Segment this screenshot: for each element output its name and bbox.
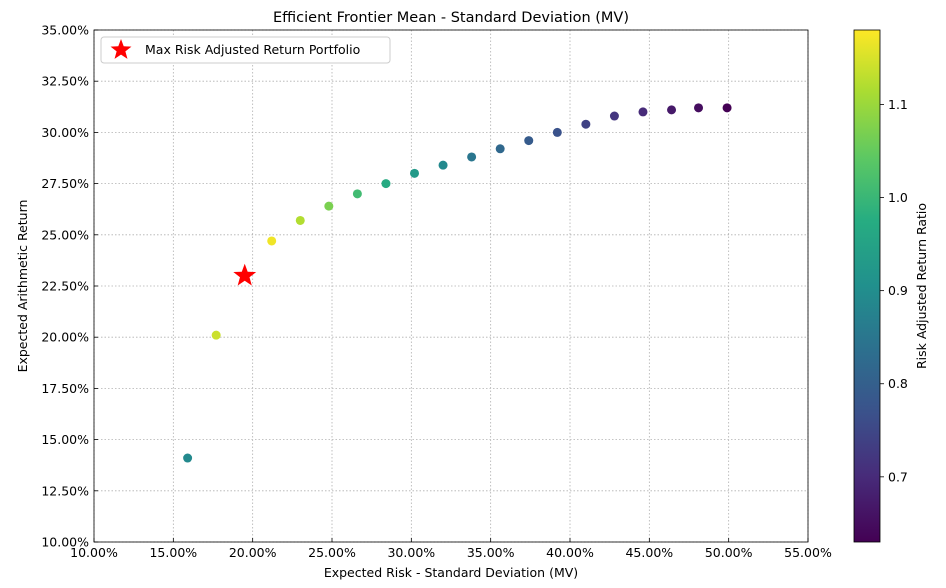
frontier-point xyxy=(438,160,448,170)
x-tick-label: 20.00% xyxy=(229,545,277,560)
frontier-point xyxy=(410,168,420,178)
colorbar-tick-label: 1.1 xyxy=(888,97,908,112)
colorbar-label: Risk Adjusted Return Ratio xyxy=(914,203,929,369)
x-tick-label: 50.00% xyxy=(705,545,753,560)
x-axis-label: Expected Risk - Standard Deviation (MV) xyxy=(324,565,578,580)
data-points xyxy=(183,103,732,463)
x-axis-ticks: 10.00% 15.00% 20.00% 25.00% 30.00% 35.00% 40.0… xyxy=(70,538,832,560)
frontier-point xyxy=(638,107,648,117)
frontier-point xyxy=(524,136,534,146)
x-tick-label: 25.00% xyxy=(308,545,356,560)
y-tick-label: 32.50% xyxy=(41,74,89,89)
frontier-point xyxy=(552,127,562,137)
x-tick-label: 35.00% xyxy=(467,545,515,560)
max-risk-adjusted-star xyxy=(233,263,257,286)
colorbar-tick-label: 0.8 xyxy=(888,376,908,391)
frontier-point xyxy=(352,189,362,199)
colorbar-tick-label: 1.0 xyxy=(888,190,908,205)
legend-star-marker xyxy=(110,39,132,59)
x-tick-label: 10.00% xyxy=(70,545,118,560)
y-tick-label: 17.50% xyxy=(41,381,89,396)
x-tick-label: 15.00% xyxy=(149,545,197,560)
legend-box xyxy=(100,36,391,64)
x-tick-label: 55.00% xyxy=(784,545,832,560)
frontier-point xyxy=(381,179,391,189)
x-tick-label: 40.00% xyxy=(546,545,594,560)
frontier-point xyxy=(495,144,505,154)
frontier-point xyxy=(609,111,619,121)
y-tick-label: 25.00% xyxy=(41,227,89,242)
y-axis-ticks: 10.00% 12.50% 15.00% 17.50% 20.00% 22.50% 25.0… xyxy=(41,23,98,550)
frontier-point xyxy=(467,152,477,162)
y-tick-label: 35.00% xyxy=(41,23,89,38)
frontier-point xyxy=(667,105,677,115)
colorbar-tick-label: 0.7 xyxy=(888,469,908,484)
frontier-point xyxy=(324,201,334,211)
y-axis-label: Expected Arithmetic Return xyxy=(15,200,30,373)
colorbar-ticks: 0.7 0.8 0.9 1.0 1.1 xyxy=(880,97,908,484)
colorbar xyxy=(853,29,881,543)
y-tick-label: 20.00% xyxy=(41,330,89,345)
frontier-point xyxy=(183,453,193,463)
frontier-point xyxy=(211,330,221,340)
y-tick-label: 12.50% xyxy=(41,483,89,498)
y-tick-label: 15.00% xyxy=(41,432,89,447)
y-tick-label: 30.00% xyxy=(41,125,89,140)
x-tick-label: 30.00% xyxy=(387,545,435,560)
colorbar-tick-label: 0.9 xyxy=(888,283,908,298)
legend-label: Max Risk Adjusted Return Portfolio xyxy=(145,42,360,57)
legend: Max Risk Adjusted Return Portfolio xyxy=(100,36,391,64)
y-tick-label: 22.50% xyxy=(41,279,89,294)
y-tick-label: 27.50% xyxy=(41,176,89,191)
frontier-point xyxy=(581,119,591,129)
y-tick-label: 10.00% xyxy=(41,535,89,550)
frontier-point xyxy=(694,103,704,113)
frontier-point xyxy=(722,103,732,113)
chart-title: Efficient Frontier Mean - Standard Devia… xyxy=(273,10,629,26)
frontier-point xyxy=(267,236,277,246)
frontier-point xyxy=(295,215,305,225)
x-tick-label: 45.00% xyxy=(625,545,673,560)
